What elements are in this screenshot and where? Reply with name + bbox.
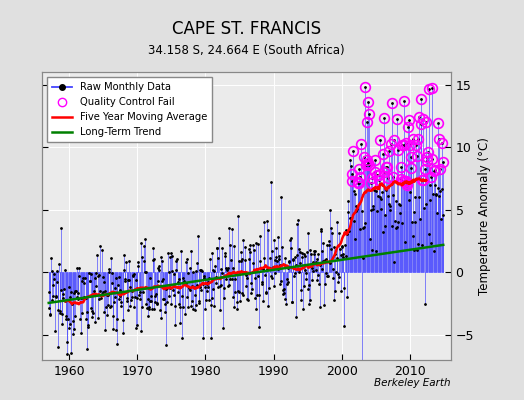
Text: 34.158 S, 24.664 E (South Africa): 34.158 S, 24.664 E (South Africa) [148, 44, 345, 57]
Y-axis label: Temperature Anomaly (°C): Temperature Anomaly (°C) [478, 137, 491, 295]
Text: Berkeley Earth: Berkeley Earth [374, 378, 451, 388]
Text: CAPE ST. FRANCIS: CAPE ST. FRANCIS [172, 20, 321, 38]
Legend: Raw Monthly Data, Quality Control Fail, Five Year Moving Average, Long-Term Tren: Raw Monthly Data, Quality Control Fail, … [47, 77, 212, 142]
